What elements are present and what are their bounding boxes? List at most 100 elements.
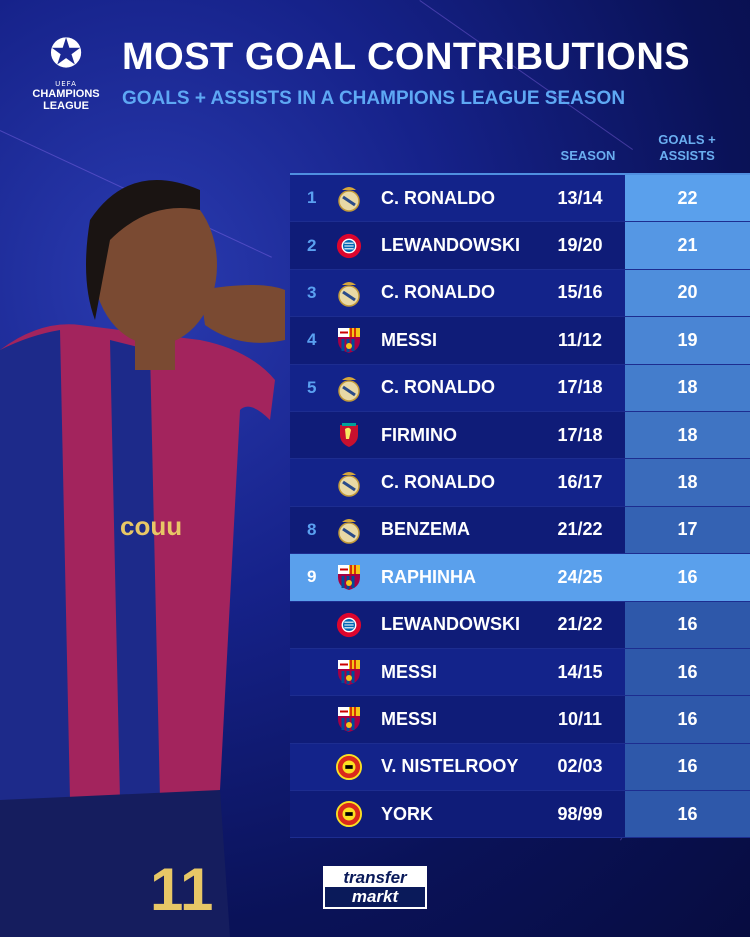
player-name: V. NISTELROOY — [381, 756, 519, 777]
table-row: MESSI 14/15 16 — [290, 648, 750, 697]
page-title: MOST GOAL CONTRIBUTIONS — [122, 36, 691, 78]
player-name: MESSI — [381, 329, 438, 350]
table-row: YORK 98/99 16 — [290, 791, 750, 839]
goals-assists-value: 16 — [677, 708, 698, 729]
rank: 1 — [307, 188, 317, 208]
player-name: BENZEMA — [381, 519, 470, 540]
table-row: FIRMINO 17/18 18 — [290, 411, 750, 460]
player-name: C. RONALDO — [381, 282, 495, 303]
player-name: LEWANDOWSKI — [381, 235, 520, 256]
value-cell-background — [625, 696, 750, 743]
goals-assists-value: 19 — [677, 329, 698, 350]
barcelona-crest-icon — [336, 326, 362, 354]
table-row: LEWANDOWSKI 21/22 16 — [290, 601, 750, 649]
rank: 5 — [307, 377, 317, 397]
champions-league-logo: ✪ UEFA CHAMPIONS LEAGUE — [20, 34, 112, 112]
ranking-table: 1 C. RONALDO 13/14 22 2 LEWANDOWSKI 19/2… — [290, 173, 750, 839]
brand-line2: markt — [325, 887, 425, 907]
barcelona-crest-icon — [336, 658, 362, 686]
real-madrid-crest-icon — [336, 279, 362, 307]
starball-icon: ✪ — [49, 31, 83, 77]
player-name: C. RONALDO — [381, 377, 495, 398]
logo-uefa-text: UEFA — [55, 80, 77, 88]
goals-assists-header-line1: GOALS + — [658, 132, 716, 147]
season: 13/14 — [557, 187, 603, 208]
season: 98/99 — [557, 803, 603, 824]
table-row: C. RONALDO 16/17 18 — [290, 459, 750, 507]
season: 21/22 — [557, 614, 603, 635]
value-cell-background — [625, 222, 750, 269]
goals-assists-value: 18 — [677, 424, 698, 445]
table-row: 1 C. RONALDO 13/14 22 — [290, 175, 750, 223]
value-cell-background — [625, 175, 750, 222]
goals-assists-value: 17 — [677, 519, 698, 540]
season: 10/11 — [557, 708, 603, 729]
value-cell-background — [625, 743, 750, 791]
brand-line1: transfer — [343, 868, 407, 887]
table-row: 2 LEWANDOWSKI 19/20 21 — [290, 222, 750, 270]
table-row: 4 MESSI 11/12 19 — [290, 317, 750, 365]
rank: 3 — [307, 282, 317, 302]
barcelona-crest-icon — [336, 563, 362, 591]
value-cell-background — [625, 364, 750, 411]
season-header: SEASON — [560, 148, 616, 163]
value-cell-background — [625, 648, 750, 696]
svg-text:co​uu: co​uu — [120, 511, 182, 541]
season: 16/17 — [557, 472, 603, 493]
bayern-munich-crest-icon — [336, 232, 362, 260]
season: 14/15 — [557, 661, 603, 682]
season: 02/03 — [557, 756, 603, 777]
goals-assists-value: 20 — [677, 282, 698, 303]
liverpool-crest-icon — [336, 421, 362, 449]
table-row: 8 BENZEMA 21/22 17 — [290, 506, 750, 555]
player-name: MESSI — [381, 661, 438, 682]
season: 19/20 — [557, 235, 603, 256]
value-cell-background — [625, 411, 750, 459]
value-cell-background — [625, 601, 750, 648]
barcelona-crest-icon — [336, 705, 362, 733]
value-cell-background — [625, 506, 750, 554]
goals-assists-value: 16 — [677, 661, 698, 682]
rank: 2 — [307, 235, 317, 255]
goals-assists-value: 16 — [677, 614, 698, 635]
real-madrid-crest-icon — [336, 374, 362, 402]
value-cell-background — [625, 554, 750, 601]
season: 11/12 — [557, 329, 603, 350]
player-name: C. RONALDO — [381, 187, 495, 208]
table-row: 5 C. RONALDO 17/18 18 — [290, 364, 750, 412]
rank: 4 — [307, 330, 317, 350]
table-row: MESSI 10/11 16 — [290, 696, 750, 744]
manchester-united-crest-icon — [336, 753, 362, 781]
goals-assists-value: 18 — [677, 377, 698, 398]
goals-assists-header-line2: ASSISTS — [659, 148, 715, 163]
goals-assists-value: 16 — [677, 566, 698, 587]
goals-assists-value: 22 — [677, 187, 698, 208]
logo-line2: LEAGUE — [43, 100, 89, 112]
goals-assists-header: GOALS + ASSISTS — [645, 132, 729, 164]
manchester-united-crest-icon — [336, 800, 362, 828]
season: 17/18 — [557, 424, 603, 445]
player-name: MESSI — [381, 708, 438, 729]
value-cell-background — [625, 459, 750, 506]
season: 17/18 — [557, 377, 603, 398]
player-name: C. RONALDO — [381, 472, 495, 493]
transfermarkt-logo: transfer markt — [323, 866, 427, 909]
player-name: YORK — [381, 803, 434, 824]
value-cell-background — [625, 269, 750, 317]
goals-assists-value: 21 — [677, 235, 698, 256]
rank: 8 — [307, 519, 317, 539]
logo-line1: CHAMPIONS — [32, 88, 100, 100]
rank: 9 — [307, 567, 317, 587]
real-madrid-crest-icon — [336, 516, 362, 544]
goals-assists-value: 16 — [677, 803, 698, 824]
real-madrid-crest-icon — [336, 184, 362, 212]
goals-assists-value: 18 — [677, 472, 698, 493]
season: 15/16 — [557, 282, 603, 303]
player-photo: co​uu 11 — [0, 180, 285, 937]
season: 24/25 — [557, 566, 603, 587]
value-cell-background — [625, 791, 750, 838]
table-row: 3 C. RONALDO 15/16 20 — [290, 269, 750, 318]
table-row: V. NISTELROOY 02/03 16 — [290, 743, 750, 792]
real-madrid-crest-icon — [336, 469, 362, 497]
svg-text:11: 11 — [150, 856, 213, 923]
